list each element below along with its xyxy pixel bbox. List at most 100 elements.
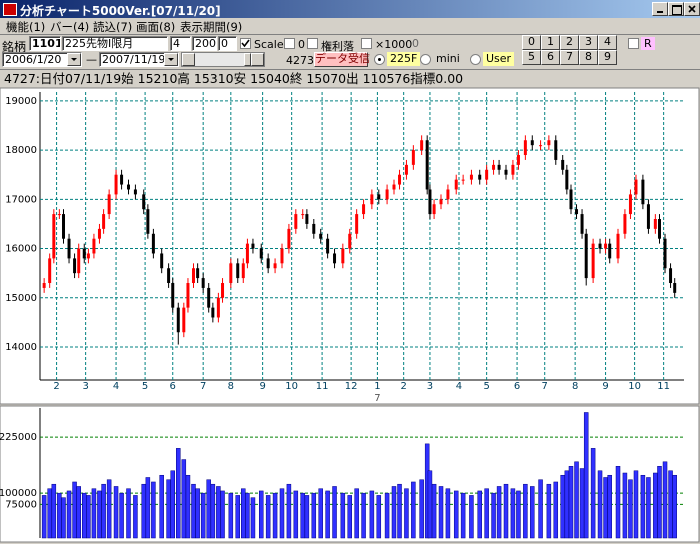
volume-bar [235, 495, 240, 539]
volume-bar [564, 470, 570, 539]
candle-body [492, 164, 496, 170]
field1-input[interactable]: 4 [170, 36, 191, 51]
menu-item[interactable]: 表示期間(9) [180, 20, 243, 34]
candle-body [251, 243, 255, 249]
scale-checkbox[interactable] [240, 38, 251, 49]
volume-bar [250, 497, 256, 539]
volume-bar [66, 490, 72, 539]
scale-label: Scale [254, 38, 284, 51]
volume-bar [484, 488, 489, 539]
volume-bar [195, 488, 200, 539]
candle-body [461, 179, 465, 181]
y-tick-label: 16000 [5, 244, 37, 255]
volume-bar [126, 488, 131, 539]
zero-checkbox[interactable] [284, 38, 295, 49]
volume-bar [47, 488, 52, 539]
volume-bar [672, 474, 677, 539]
volume-bar [491, 492, 496, 539]
range-slider[interactable] [181, 52, 265, 67]
volume-bar [404, 488, 409, 539]
radio-button[interactable] [374, 54, 385, 65]
r-checkbox[interactable] [628, 38, 639, 49]
number-button[interactable]: 9 [598, 50, 617, 65]
zero-label: 0 [298, 38, 305, 51]
field3-input[interactable]: 0 [218, 36, 237, 51]
rights-checkbox[interactable] [307, 38, 318, 49]
number-button[interactable]: 2 [560, 35, 579, 50]
number-button[interactable]: 3 [579, 35, 598, 50]
candle-body [428, 189, 432, 215]
start-date-combo[interactable]: 2006/1/20 [2, 52, 82, 67]
volume-bar [419, 479, 424, 539]
x-tick-label: 9 [602, 381, 608, 392]
receive-button[interactable]: データ受信 [314, 52, 370, 67]
menu-bar: 機能(1) バー(4) 読込(7) 画面(8) 表示期間(9) [0, 18, 700, 34]
number-button[interactable]: 1 [541, 35, 560, 50]
volume-bar [603, 477, 608, 539]
volume-bar [646, 477, 651, 539]
minimize-button[interactable] [652, 2, 668, 16]
y-tick-label: 100000 [0, 488, 37, 499]
candle-body [425, 140, 429, 190]
candle-body [133, 189, 137, 195]
volume-bar [633, 470, 639, 539]
candle-body [196, 268, 200, 279]
volume-bar [216, 486, 221, 539]
volume-bar [453, 490, 459, 539]
end-dropdown[interactable] [164, 53, 178, 66]
x-tick-label: 8 [572, 381, 578, 392]
candle-body [628, 194, 632, 215]
number-button[interactable]: 0 [522, 35, 541, 50]
volume-bar [325, 490, 330, 539]
number-button[interactable]: 7 [560, 50, 579, 65]
candle-body [259, 248, 263, 259]
maximize-button[interactable] [668, 2, 684, 16]
end-date-combo[interactable]: 2007/11/19 [99, 52, 179, 67]
code-input[interactable]: 1101 [29, 36, 61, 51]
candle-body [530, 140, 534, 146]
volume-bar [293, 490, 299, 539]
candle-body [191, 268, 195, 284]
volume-bar [553, 481, 559, 539]
volume-bar [590, 448, 596, 539]
radio-label: mini [436, 52, 460, 65]
volume-bar [279, 488, 285, 539]
volume-bar [340, 492, 346, 539]
menu-item[interactable]: 画面(8) [136, 20, 176, 34]
candle-body [207, 287, 211, 308]
volume-bar [668, 470, 673, 539]
volume-bar [640, 474, 646, 539]
radio-label: User [483, 52, 515, 66]
volume-bar [141, 483, 146, 539]
date-dash: — [86, 53, 97, 66]
y-tick-label: 75000 [5, 499, 37, 510]
x-tick-label: 4 [456, 381, 462, 392]
x-tick-label: 3 [427, 381, 433, 392]
x-tick-label: 7 [542, 381, 548, 392]
number-button[interactable]: 6 [541, 50, 560, 65]
menu-item[interactable]: バー(4) [50, 20, 90, 34]
number-button[interactable]: 5 [522, 50, 541, 65]
candle-body [341, 248, 345, 264]
number-button[interactable]: 8 [579, 50, 598, 65]
volume-bar [560, 474, 565, 539]
candle-body [142, 194, 146, 210]
name-input[interactable]: 225先物I限月 [62, 36, 168, 51]
candle-body [561, 159, 565, 170]
menu-item[interactable]: 読込(7) [93, 20, 133, 34]
number-button[interactable]: 4 [598, 35, 617, 50]
volume-bar [311, 492, 317, 539]
x1000-checkbox[interactable] [361, 38, 372, 49]
candle-body [439, 199, 443, 205]
x-tick-label: 11 [657, 381, 670, 392]
radio-button[interactable] [470, 54, 481, 65]
volume-bar [445, 488, 451, 539]
start-dropdown[interactable] [67, 53, 81, 66]
menu-item[interactable]: 機能(1) [6, 20, 46, 34]
candle-body [604, 243, 608, 249]
radio-button[interactable] [420, 54, 431, 65]
candle-body [565, 169, 569, 190]
